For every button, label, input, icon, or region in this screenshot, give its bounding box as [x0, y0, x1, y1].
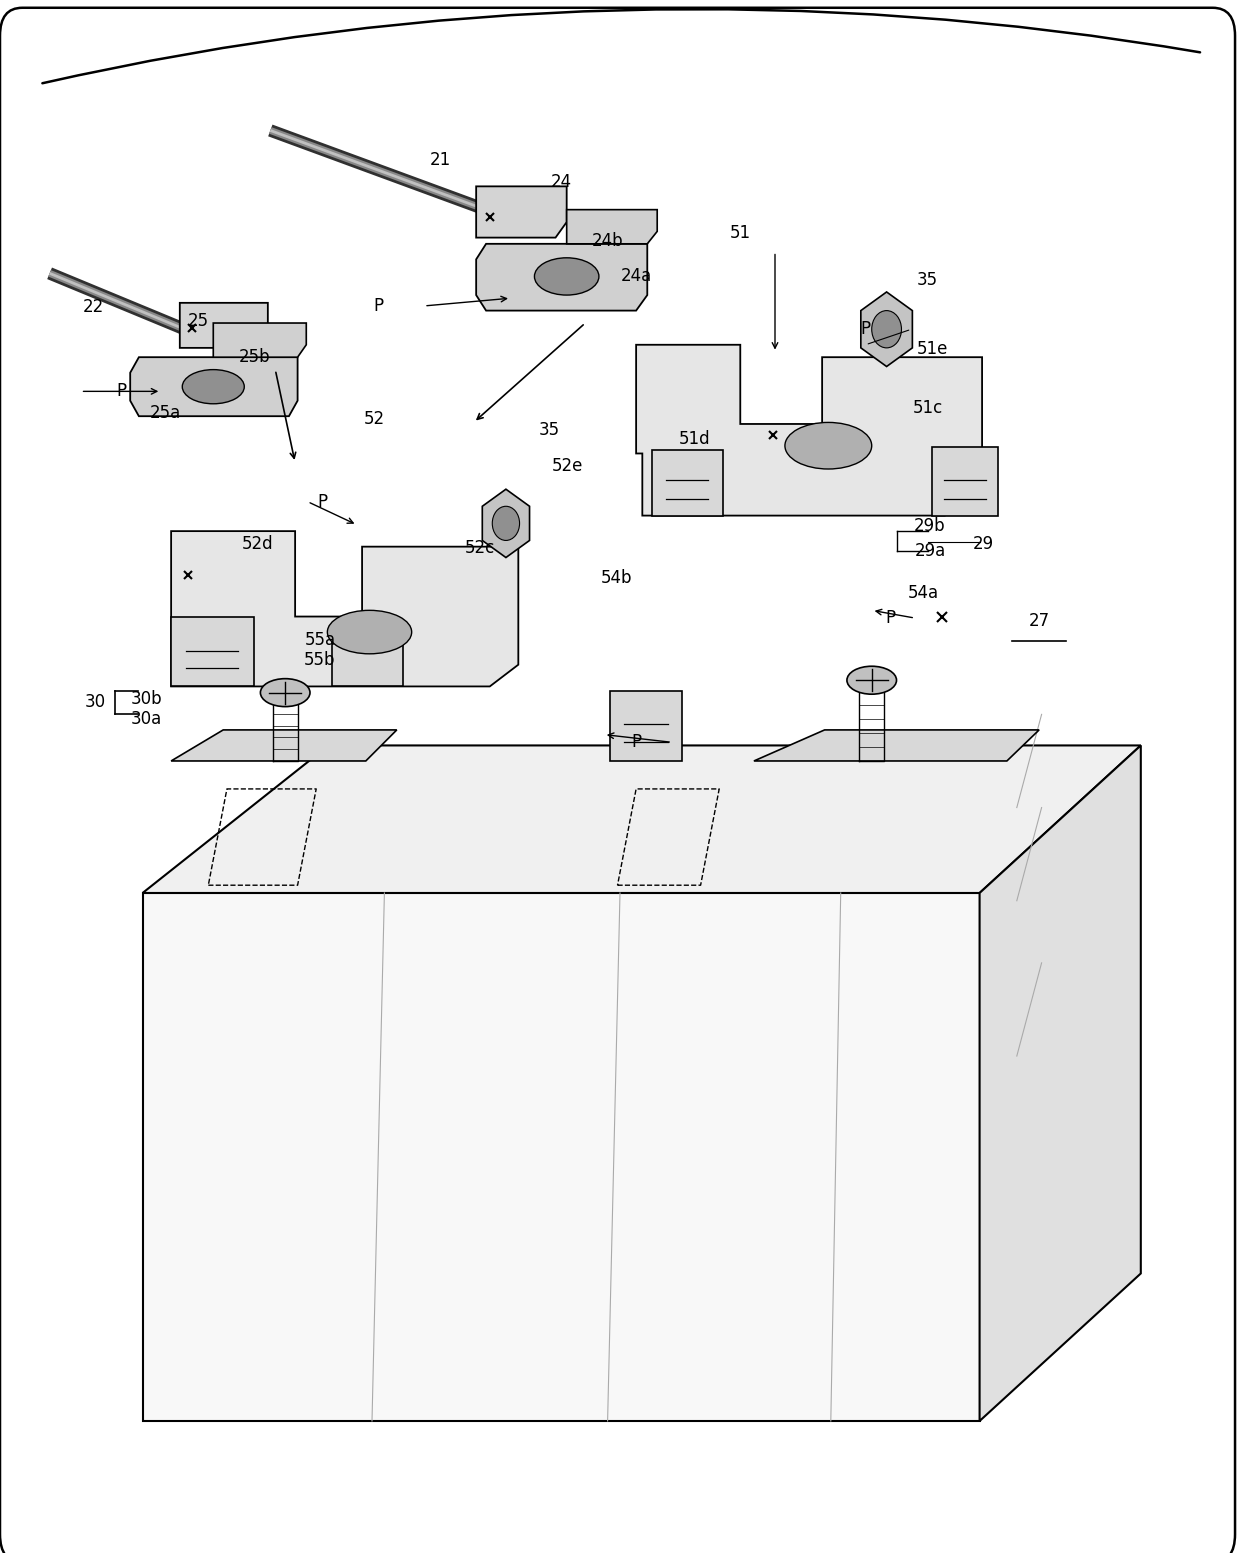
Text: 35: 35	[538, 421, 560, 439]
Text: P: P	[885, 609, 895, 627]
Polygon shape	[754, 730, 1039, 761]
Polygon shape	[130, 357, 298, 416]
Text: 52c: 52c	[465, 539, 495, 558]
Text: 52e: 52e	[552, 457, 584, 475]
Polygon shape	[476, 244, 647, 311]
Text: 51e: 51e	[916, 340, 949, 359]
Polygon shape	[143, 893, 980, 1421]
Text: 24a: 24a	[620, 267, 652, 286]
Polygon shape	[171, 617, 254, 686]
Text: 30: 30	[84, 693, 107, 711]
Polygon shape	[180, 303, 268, 348]
Text: 25: 25	[187, 312, 210, 331]
Text: 22: 22	[82, 298, 104, 317]
Text: 21: 21	[429, 151, 451, 169]
Polygon shape	[980, 745, 1141, 1421]
Circle shape	[872, 311, 901, 348]
Text: 24b: 24b	[591, 231, 624, 250]
Text: 30b: 30b	[130, 690, 162, 708]
Polygon shape	[652, 450, 723, 516]
Ellipse shape	[260, 679, 310, 707]
Polygon shape	[636, 345, 982, 516]
Text: 25b: 25b	[238, 348, 270, 367]
Text: 29a: 29a	[914, 542, 946, 561]
Text: 27: 27	[1028, 612, 1050, 631]
Text: P: P	[631, 733, 641, 752]
Text: P: P	[117, 382, 126, 401]
Polygon shape	[171, 531, 518, 686]
Text: P: P	[317, 492, 327, 511]
Text: 51: 51	[729, 224, 751, 242]
Text: 29: 29	[972, 534, 994, 553]
Polygon shape	[567, 210, 657, 244]
Polygon shape	[610, 691, 682, 761]
Ellipse shape	[182, 370, 244, 404]
Polygon shape	[476, 186, 567, 238]
Circle shape	[492, 506, 520, 540]
Text: P: P	[861, 320, 870, 339]
Text: 55b: 55b	[304, 651, 336, 669]
Polygon shape	[171, 730, 397, 761]
Text: 54b: 54b	[600, 568, 632, 587]
Ellipse shape	[327, 610, 412, 654]
Ellipse shape	[785, 422, 872, 469]
Text: 29b: 29b	[914, 517, 946, 536]
Text: 24: 24	[551, 172, 573, 191]
Text: 55a: 55a	[304, 631, 336, 649]
Text: 54a: 54a	[908, 584, 940, 603]
Polygon shape	[213, 323, 306, 357]
Text: 52: 52	[363, 410, 386, 429]
Text: 35: 35	[916, 270, 939, 289]
Polygon shape	[332, 624, 403, 686]
Polygon shape	[932, 447, 998, 516]
Text: P: P	[373, 297, 383, 315]
Text: 51d: 51d	[678, 430, 711, 449]
Text: 51c: 51c	[913, 399, 942, 418]
Text: 30a: 30a	[130, 710, 162, 728]
Polygon shape	[143, 745, 1141, 893]
FancyBboxPatch shape	[0, 8, 1235, 1553]
Ellipse shape	[847, 666, 897, 694]
Text: 25a: 25a	[149, 404, 181, 422]
Text: 52d: 52d	[242, 534, 274, 553]
Ellipse shape	[534, 258, 599, 295]
